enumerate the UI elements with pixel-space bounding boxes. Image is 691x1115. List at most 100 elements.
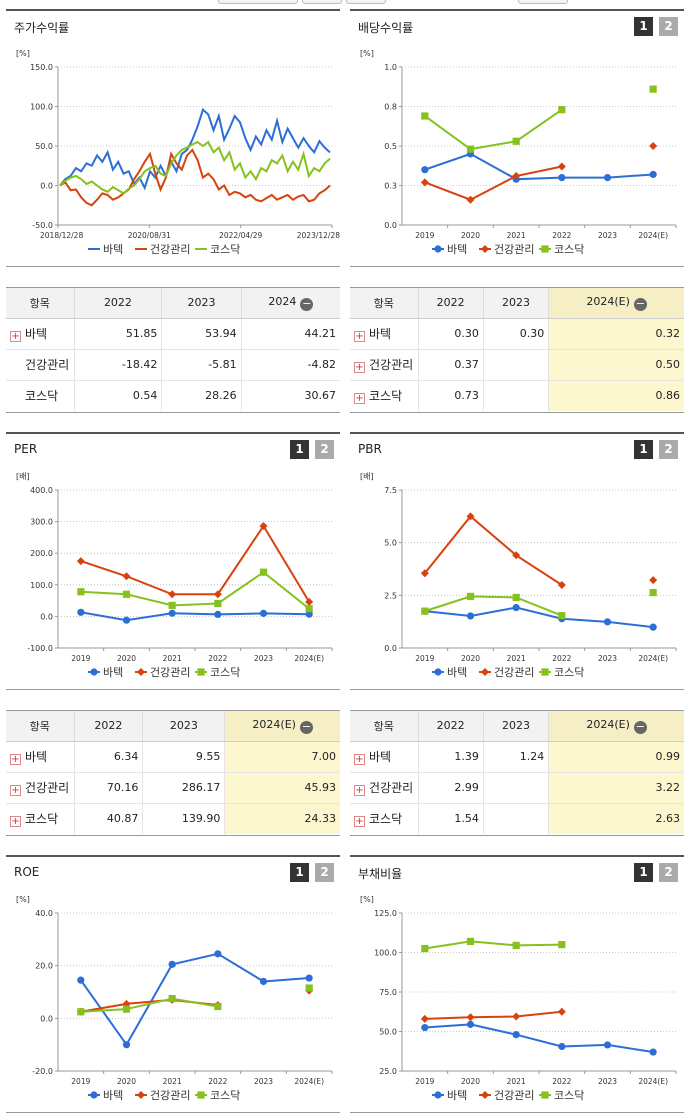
series-line <box>424 595 563 617</box>
expand-icon[interactable]: + <box>354 785 365 796</box>
data-point <box>512 137 520 145</box>
table-cell: -4.82 <box>240 349 340 381</box>
top-control-2[interactable] <box>302 0 342 4</box>
column-header: 2023 <box>482 288 549 319</box>
period-button-2[interactable]: 2 <box>315 863 334 882</box>
collapse-icon[interactable]: − <box>633 719 647 734</box>
y-tick-label: 100.0 <box>30 103 53 112</box>
debt-chart: [%] 25.0 50.0 75.0 100.0 125.0 2019 2020 2021 202… <box>360 895 677 1102</box>
table-row: + 건강관리 70.16 286.17 45.93 <box>6 772 340 804</box>
x-tick-label: 2022 <box>208 1077 227 1086</box>
x-tick-label: 2020 <box>117 1077 136 1086</box>
y-tick-label: 150.0 <box>30 63 53 72</box>
period-toggle: 1 2 <box>634 17 678 36</box>
x-tick-label: 2022/04/29 <box>219 231 262 240</box>
table-row: + 코스닥 40.87 139.90 24.33 <box>6 803 340 834</box>
data-point <box>512 603 520 612</box>
data-point <box>603 1041 612 1049</box>
legend-marker <box>434 245 442 253</box>
top-control-4[interactable] <box>518 0 568 4</box>
data-point <box>421 607 429 615</box>
column-header: 2022 <box>73 711 143 742</box>
period-button-1[interactable]: 1 <box>290 440 309 459</box>
stock-return-chart: [%] -50.0 0.0 50.0 100.0 150.0 2018/12/28 2020/… <box>16 49 340 256</box>
collapse-icon[interactable]: − <box>633 296 647 311</box>
period-button-1[interactable]: 1 <box>290 863 309 882</box>
data-point <box>558 174 566 182</box>
data-point <box>213 590 222 599</box>
table-cell: 3.22 <box>548 772 684 804</box>
column-header: 2024(E) − <box>224 711 340 742</box>
data-point <box>122 616 131 624</box>
legend-label: 건강관리 <box>150 243 190 256</box>
collapse-icon[interactable]: − <box>299 719 313 734</box>
panel-title: ROE <box>14 865 40 879</box>
expand-icon[interactable]: + <box>354 331 365 342</box>
period-button-2[interactable]: 2 <box>315 440 334 459</box>
data-point <box>649 576 658 585</box>
per-chart: [배] -100.0 0.0 100.0 200.0 300.0 400.0 2019 2020… <box>16 472 333 679</box>
table-cell: 53.94 <box>161 318 242 350</box>
series-line <box>424 108 563 151</box>
data-point <box>649 170 657 179</box>
period-button-1[interactable]: 1 <box>634 17 653 36</box>
legend-label: 코스닥 <box>210 1089 240 1102</box>
top-control-3[interactable] <box>346 0 386 4</box>
data-point <box>512 172 521 181</box>
period-toggle: 1 2 <box>290 440 334 459</box>
top-control-1[interactable] <box>218 0 298 4</box>
column-header: 항목 <box>6 711 74 742</box>
top-controls <box>0 0 691 8</box>
expand-icon[interactable]: + <box>354 393 365 405</box>
data-point <box>259 609 268 617</box>
data-point <box>421 944 429 953</box>
data-point <box>466 592 475 600</box>
row-label: + 코스닥 <box>354 812 403 828</box>
legend-label: 건강관리 <box>494 1089 534 1102</box>
expand-icon[interactable]: + <box>354 362 365 373</box>
data-point <box>420 178 429 187</box>
period-button-2[interactable]: 2 <box>659 863 678 882</box>
table-cell: 24.33 <box>224 803 340 834</box>
table-cell: 30.67 <box>240 380 340 411</box>
data-point <box>77 588 85 596</box>
y-tick-label: 0.5 <box>384 142 397 151</box>
expand-icon[interactable]: + <box>10 785 21 796</box>
series-line <box>80 524 311 603</box>
data-point <box>512 941 520 949</box>
expand-icon[interactable]: + <box>354 816 365 828</box>
y-tick-label: 200.0 <box>30 549 53 558</box>
column-header: 항목 <box>6 288 74 319</box>
row-label: + 바텍 <box>350 741 418 773</box>
y-tick-label: -100.0 <box>27 644 53 653</box>
legend-label: 바텍 <box>447 243 467 256</box>
expand-icon[interactable]: + <box>10 816 21 828</box>
table-row: 건강관리 -18.42 -5.81 -4.82 <box>6 349 340 381</box>
y-axis-unit: [%] <box>360 895 374 904</box>
expand-icon[interactable]: + <box>10 331 21 342</box>
period-button-2[interactable]: 2 <box>659 17 678 36</box>
period-button-1[interactable]: 1 <box>634 863 653 882</box>
per-panel: PER 1 2 [배] -100.0 0.0 100.0 200.0 300.0 400.0… <box>6 432 340 690</box>
period-button-2[interactable]: 2 <box>659 440 678 459</box>
y-tick-label: 125.0 <box>374 909 397 918</box>
series-line <box>424 1010 562 1020</box>
y-tick-label: 0.8 <box>384 103 397 112</box>
period-button-1[interactable]: 1 <box>634 440 653 459</box>
x-tick-label: 2020 <box>117 654 136 663</box>
legend-label: 건강관리 <box>150 1089 190 1102</box>
x-tick-label: 2021 <box>163 654 182 663</box>
row-label: + 코스닥 <box>10 812 59 828</box>
expand-icon[interactable]: + <box>354 754 365 765</box>
stock-return-panel: 주가수익률 [%] -50.0 0.0 50.0 100.0 150.0 2018/12/2… <box>6 9 340 267</box>
collapse-icon[interactable]: − <box>300 296 314 311</box>
data-point <box>512 1012 521 1021</box>
expand-icon[interactable]: + <box>10 754 21 765</box>
table-row: + 바텍 1.39 1.24 0.99 <box>350 741 684 773</box>
data-point <box>214 610 222 618</box>
column-header: 2024(E) − <box>548 288 684 319</box>
table-cell: 0.32 <box>548 318 684 350</box>
data-point <box>649 623 657 631</box>
y-tick-label: 0.0 <box>40 612 53 621</box>
legend-label: 바텍 <box>103 1089 123 1102</box>
